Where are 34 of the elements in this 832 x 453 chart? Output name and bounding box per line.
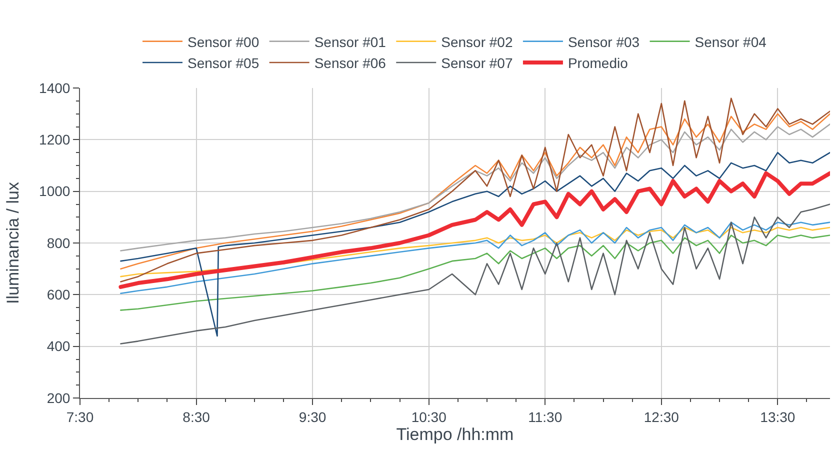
legend-label: Sensor #00 [188, 34, 260, 50]
y-axis-title: Iluminancia / lux [4, 182, 23, 304]
legend-label: Promedio [568, 54, 628, 71]
legend-label: Sensor #05 [188, 54, 260, 71]
x-tick-label: 9:30 [298, 408, 326, 425]
legend-label: Sensor #01 [314, 34, 386, 50]
legend-label: Sensor #02 [441, 34, 513, 50]
x-tick-label: 8:30 [182, 408, 210, 425]
x-tick-label: 7:30 [66, 408, 94, 425]
line-series [120, 124, 830, 252]
x-tick-label: 13:30 [760, 408, 796, 425]
line-series [120, 152, 830, 337]
y-tick-label: 200 [46, 390, 70, 406]
legend-label: Sensor #03 [568, 34, 640, 50]
y-tick-label: 1200 [39, 132, 70, 148]
x-tick-label: 10:30 [411, 408, 447, 425]
x-axis-title: Tiempo /hh:mm [396, 425, 514, 444]
y-tick-label: 800 [46, 234, 70, 251]
line-series [120, 204, 830, 344]
x-tick-label: 12:30 [644, 408, 680, 425]
line-series [120, 113, 830, 270]
y-tick-label: 1400 [39, 80, 70, 96]
line-series [118, 171, 830, 289]
line-series [120, 226, 830, 278]
legend-label: Sensor #04 [694, 34, 767, 50]
y-tick-label: 600 [46, 286, 70, 303]
x-tick-label: 11:30 [528, 408, 562, 425]
line-series [120, 234, 830, 311]
legend-label: Sensor #06 [314, 54, 386, 71]
line-series [120, 222, 830, 294]
line-series [120, 98, 830, 282]
y-tick-label: 1000 [39, 183, 70, 200]
y-tick-label: 400 [46, 338, 70, 354]
legend-label: Sensor #07 [441, 54, 513, 71]
